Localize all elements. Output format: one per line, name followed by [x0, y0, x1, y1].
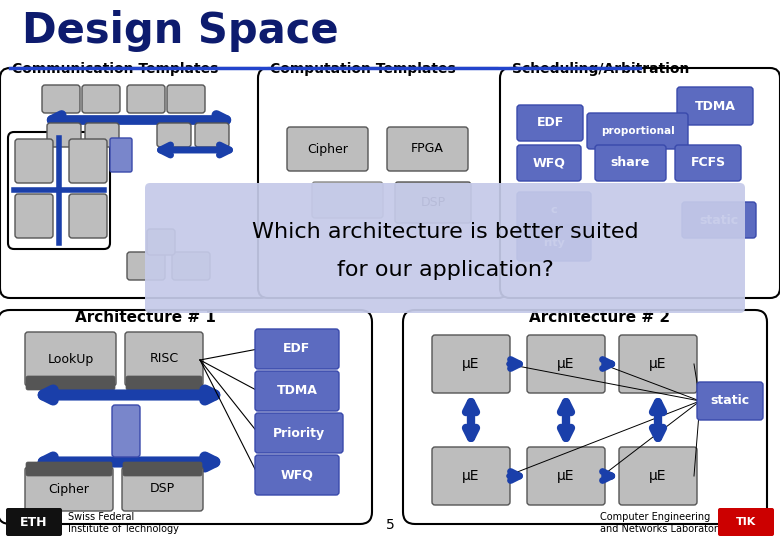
Text: Design Space: Design Space [22, 10, 339, 52]
Text: DSP: DSP [150, 483, 175, 496]
Text: Cipher: Cipher [48, 483, 90, 496]
Text: μE: μE [557, 469, 575, 483]
Text: EDF: EDF [283, 342, 310, 355]
FancyBboxPatch shape [47, 123, 81, 147]
FancyBboxPatch shape [677, 87, 753, 125]
Text: TIK: TIK [736, 517, 756, 527]
FancyBboxPatch shape [675, 145, 741, 181]
FancyBboxPatch shape [527, 447, 605, 505]
Text: static: static [711, 395, 750, 408]
Text: Priority: Priority [273, 427, 325, 440]
FancyBboxPatch shape [517, 145, 581, 181]
Text: μE: μE [463, 357, 480, 371]
FancyBboxPatch shape [127, 252, 165, 280]
Text: Computation Templates: Computation Templates [270, 62, 456, 76]
FancyBboxPatch shape [145, 183, 745, 313]
FancyBboxPatch shape [517, 192, 591, 228]
Text: Which architecture is better suited: Which architecture is better suited [252, 222, 638, 242]
FancyBboxPatch shape [112, 405, 140, 457]
Text: WFQ: WFQ [281, 469, 314, 482]
Text: for our application?: for our application? [337, 260, 553, 280]
FancyBboxPatch shape [619, 447, 697, 505]
Text: FCFS: FCFS [690, 157, 725, 170]
FancyBboxPatch shape [595, 145, 666, 181]
FancyBboxPatch shape [6, 508, 62, 536]
FancyBboxPatch shape [255, 371, 339, 411]
FancyBboxPatch shape [517, 225, 591, 261]
FancyBboxPatch shape [255, 329, 339, 369]
Text: Architecture # 2: Architecture # 2 [530, 310, 671, 325]
FancyBboxPatch shape [42, 85, 80, 113]
FancyBboxPatch shape [697, 382, 763, 420]
FancyBboxPatch shape [25, 467, 113, 511]
FancyBboxPatch shape [127, 85, 165, 113]
FancyBboxPatch shape [123, 462, 202, 476]
FancyBboxPatch shape [15, 194, 53, 238]
FancyBboxPatch shape [172, 252, 210, 280]
FancyBboxPatch shape [619, 335, 697, 393]
FancyBboxPatch shape [432, 447, 510, 505]
FancyBboxPatch shape [312, 182, 383, 218]
Text: Architecture # 1: Architecture # 1 [75, 310, 215, 325]
FancyBboxPatch shape [147, 229, 175, 255]
Text: Swiss Federal
Institute of Technology: Swiss Federal Institute of Technology [68, 512, 179, 534]
FancyBboxPatch shape [403, 310, 767, 524]
FancyBboxPatch shape [26, 376, 115, 390]
FancyBboxPatch shape [15, 139, 53, 183]
FancyBboxPatch shape [527, 335, 605, 393]
FancyBboxPatch shape [69, 139, 107, 183]
Text: RISC: RISC [150, 353, 179, 366]
FancyBboxPatch shape [387, 127, 468, 171]
FancyBboxPatch shape [287, 127, 368, 171]
Text: μE: μE [649, 357, 667, 371]
FancyBboxPatch shape [82, 85, 120, 113]
FancyBboxPatch shape [718, 508, 774, 536]
Text: μE: μE [463, 469, 480, 483]
FancyBboxPatch shape [126, 376, 202, 390]
FancyBboxPatch shape [432, 335, 510, 393]
FancyBboxPatch shape [195, 123, 229, 147]
Text: LookUp: LookUp [48, 353, 94, 366]
FancyBboxPatch shape [500, 68, 780, 298]
FancyBboxPatch shape [255, 413, 343, 453]
FancyBboxPatch shape [125, 332, 203, 386]
FancyBboxPatch shape [255, 455, 339, 495]
FancyBboxPatch shape [26, 462, 112, 476]
Text: TDMA: TDMA [694, 99, 736, 112]
Text: c: c [551, 205, 558, 215]
Text: DSP: DSP [420, 196, 445, 209]
FancyBboxPatch shape [517, 105, 583, 141]
Text: μE: μE [557, 357, 575, 371]
Text: Scheduling/Arbitration: Scheduling/Arbitration [512, 62, 690, 76]
Text: Communication Templates: Communication Templates [12, 62, 218, 76]
FancyBboxPatch shape [258, 68, 508, 298]
FancyBboxPatch shape [110, 138, 132, 172]
FancyBboxPatch shape [25, 332, 116, 386]
FancyBboxPatch shape [0, 310, 372, 524]
FancyBboxPatch shape [0, 68, 270, 298]
FancyBboxPatch shape [157, 123, 191, 147]
Text: 5: 5 [385, 518, 395, 532]
Text: static: static [700, 213, 739, 226]
Text: EDF: EDF [537, 117, 564, 130]
Text: ETH: ETH [20, 516, 48, 529]
FancyBboxPatch shape [167, 85, 205, 113]
FancyBboxPatch shape [587, 113, 688, 149]
Text: rity: rity [543, 238, 565, 248]
FancyBboxPatch shape [395, 182, 471, 223]
FancyBboxPatch shape [8, 132, 110, 249]
Text: Computer Engineering
and Networks Laboratory: Computer Engineering and Networks Labora… [600, 512, 724, 534]
FancyBboxPatch shape [85, 123, 119, 147]
Text: μE: μE [649, 469, 667, 483]
Text: TDMA: TDMA [277, 384, 317, 397]
Text: FPGA: FPGA [411, 143, 444, 156]
FancyBboxPatch shape [69, 194, 107, 238]
FancyBboxPatch shape [682, 202, 756, 238]
Text: WFQ: WFQ [533, 157, 566, 170]
Text: share: share [611, 157, 651, 170]
FancyBboxPatch shape [122, 467, 203, 511]
Text: Cipher: Cipher [307, 143, 348, 156]
Text: proportional: proportional [601, 126, 675, 136]
